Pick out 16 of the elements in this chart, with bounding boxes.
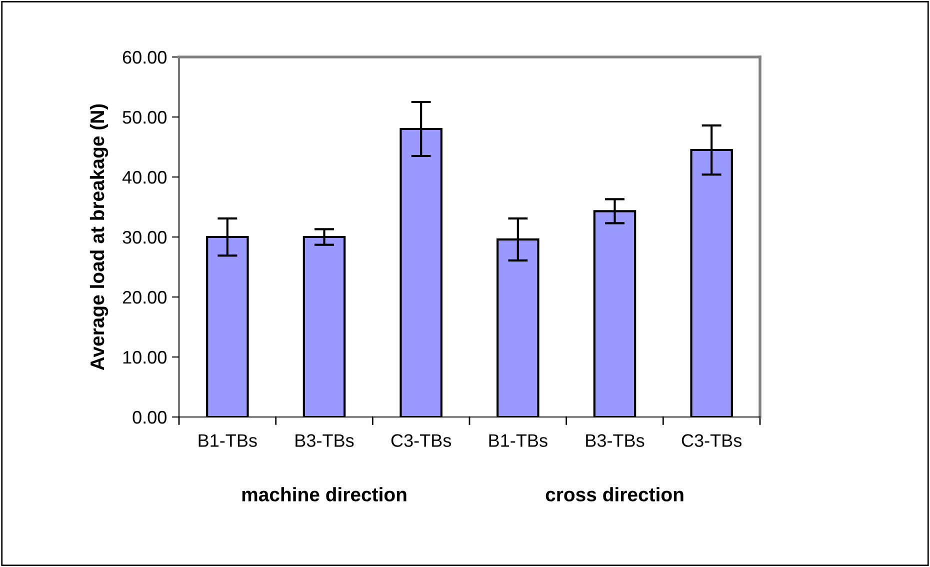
x-tick-label: C3-TBs: [391, 434, 452, 447]
x-tick-label: B1-TBs: [198, 434, 257, 447]
text: machine direction: [242, 487, 406, 502]
y-tick-label: 10.00: [123, 350, 166, 364]
y-tick-label: 60.00: [122, 50, 166, 64]
y-tick-label: 30.00: [122, 230, 166, 244]
x-tick-label: B3-TBs: [586, 434, 644, 447]
y-tick-label: 20.00: [122, 290, 166, 304]
x-tick-label: B1-TBs: [489, 434, 548, 447]
y-tick-label: 40.00: [122, 170, 166, 184]
x-tick-label: C3-TBs: [682, 434, 742, 447]
x-tick-label: B3-TBs: [296, 434, 354, 447]
y-tick-label: 0.00: [132, 410, 166, 424]
y-tick-label: 50.00: [122, 110, 166, 124]
text: cross direction: [546, 487, 684, 502]
y-axis-title: Average load at breakage (N): [90, 104, 108, 370]
